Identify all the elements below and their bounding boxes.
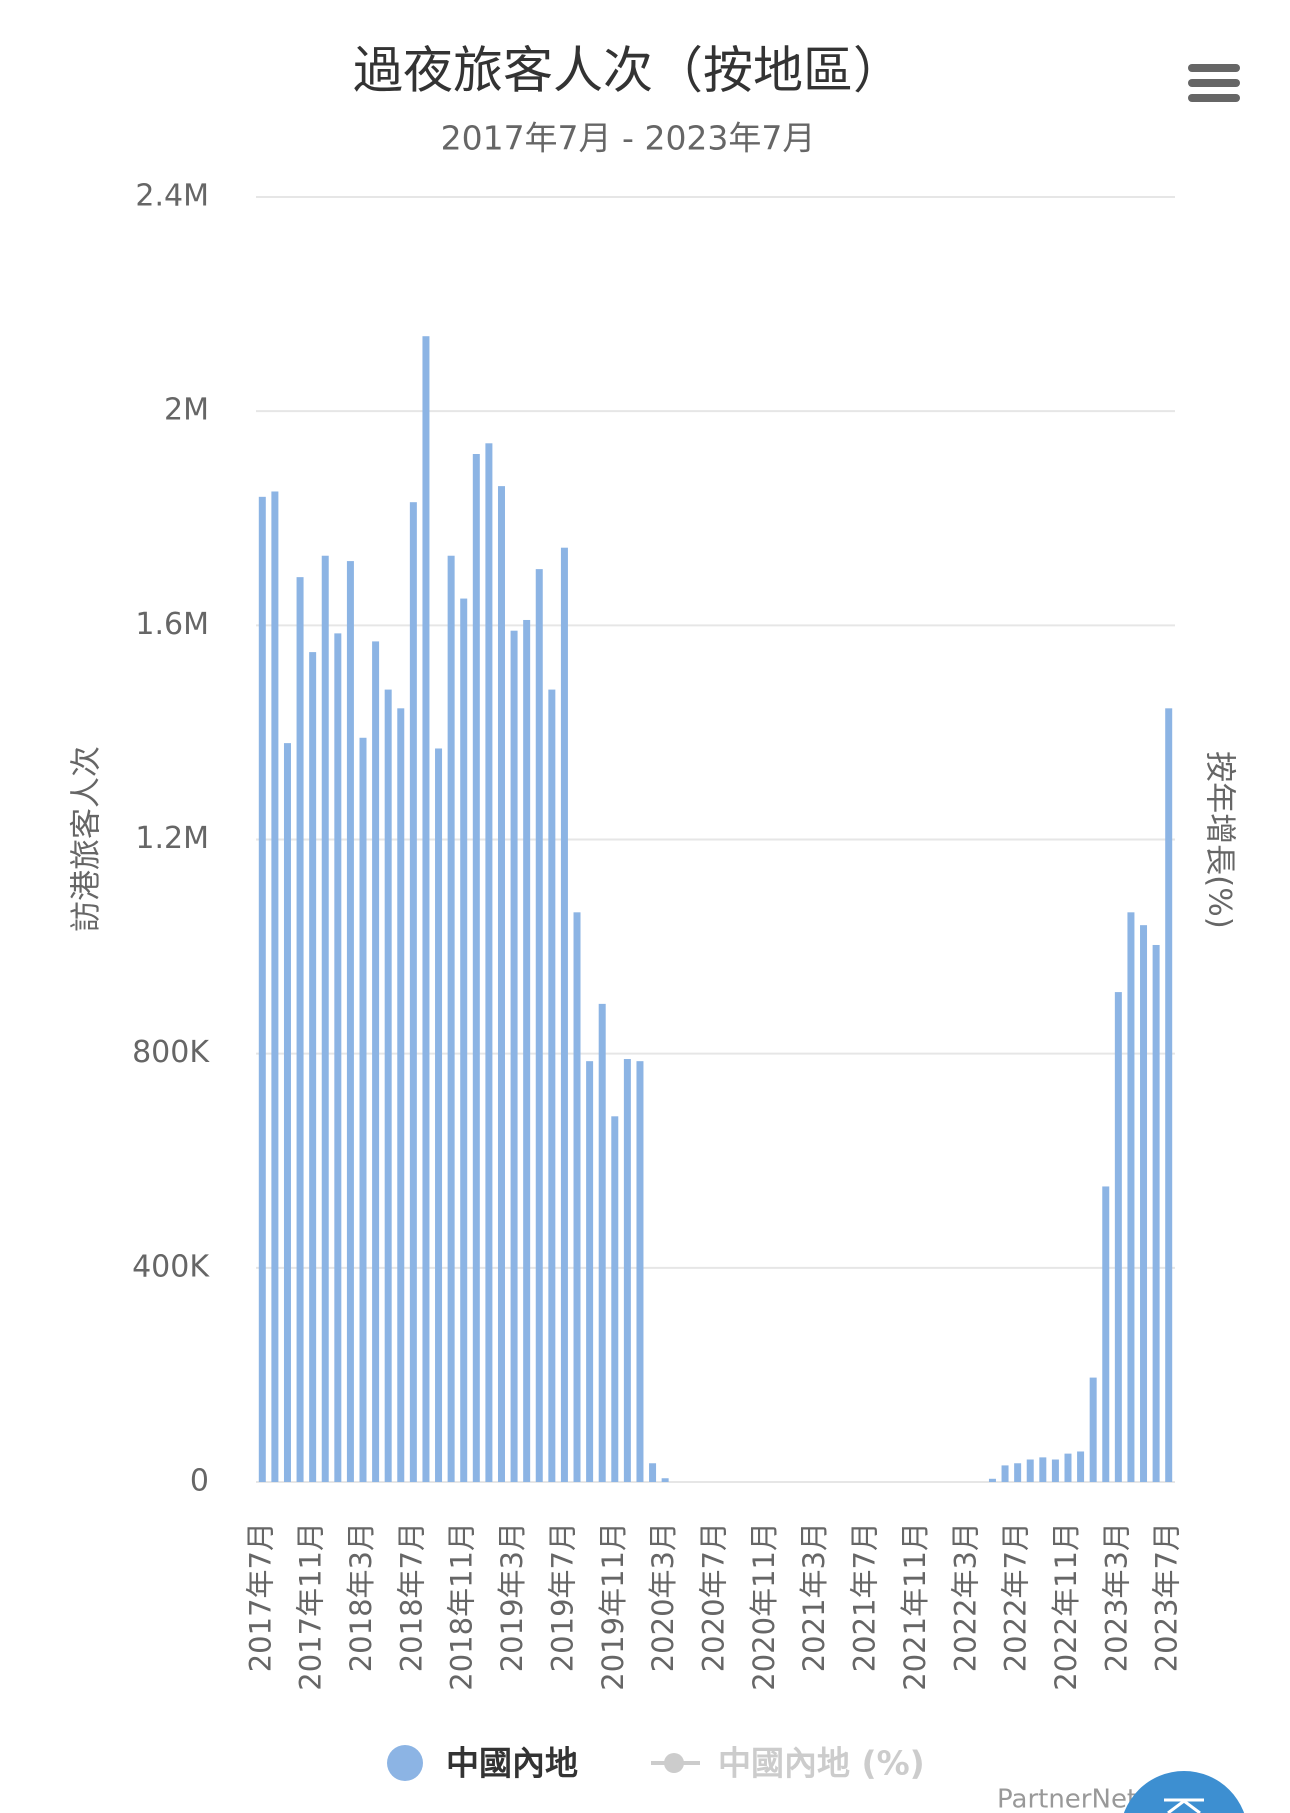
bar (397, 708, 405, 1482)
bar (560, 547, 568, 1482)
bar (346, 561, 354, 1482)
x-tick-label: 2021年11月 (898, 1522, 932, 1691)
x-tick-label: 2022年3月 (948, 1522, 982, 1672)
legend-marker (387, 1745, 423, 1781)
bar (649, 1463, 657, 1482)
bar (1127, 912, 1135, 1482)
bar (372, 641, 380, 1482)
scroll-top-button[interactable] (1120, 1771, 1248, 1813)
bar (1039, 1457, 1047, 1482)
x-tick-label: 2023年7月 (1150, 1522, 1184, 1672)
x-tick-label: 2021年7月 (848, 1522, 882, 1672)
button-circle (1123, 1771, 1245, 1813)
x-tick-label: 2022年11月 (1049, 1522, 1083, 1691)
x-tick-label: 2019年7月 (545, 1522, 579, 1672)
bar (1165, 708, 1173, 1482)
bar (309, 652, 317, 1482)
bar (447, 555, 455, 1482)
x-tick-label: 2020年7月 (697, 1522, 731, 1672)
bar (409, 502, 417, 1482)
bar (334, 633, 342, 1482)
bar (661, 1478, 669, 1482)
bar (1051, 1459, 1059, 1482)
bar (321, 555, 329, 1482)
legend-label[interactable]: 中國內地 (446, 1744, 578, 1783)
bar (497, 486, 505, 1482)
y2-axis-title: 按年增長(%) (1202, 751, 1238, 929)
bar (271, 491, 279, 1483)
bar (611, 1116, 619, 1482)
x-tick-label: 2018年11月 (445, 1522, 479, 1691)
x-tick-label: 2017年7月 (243, 1522, 277, 1672)
x-tick-label: 2020年3月 (646, 1522, 680, 1672)
x-tick-label: 2022年7月 (999, 1522, 1033, 1672)
x-tick-label: 2023年3月 (1099, 1522, 1133, 1672)
bar (422, 336, 430, 1482)
bar (485, 443, 493, 1483)
bar (1026, 1459, 1034, 1482)
x-tick-label: 2020年11月 (747, 1522, 781, 1691)
y-tick-label: 0 (190, 1464, 209, 1499)
bar (1064, 1453, 1072, 1482)
chart-subtitle: 2017年7月 - 2023年7月 (441, 119, 816, 158)
y-tick-label: 400K (132, 1249, 210, 1284)
menu-button[interactable] (1188, 64, 1240, 102)
bar (548, 689, 556, 1482)
bar (636, 1061, 644, 1482)
y-axis-title: 訪港旅客人次 (69, 746, 105, 932)
legend: 中國內地 中國內地 (%) (387, 1744, 925, 1783)
bar (1077, 1451, 1085, 1482)
menu-bar (1188, 94, 1240, 102)
y-tick-label: 2M (164, 393, 209, 428)
x-tick-label: 2017年11月 (294, 1522, 328, 1691)
bar (1114, 992, 1122, 1482)
plot-area: 0 400K 800K 1.2M 1.6M 2M 2.4M 2017年7月 2017年11月 20… (132, 179, 1184, 1691)
bar (535, 569, 543, 1482)
bar (384, 689, 392, 1482)
bar (988, 1478, 996, 1482)
x-tick-label: 2018年7月 (394, 1522, 428, 1672)
y-tick-label: 800K (132, 1035, 210, 1070)
bar (1001, 1465, 1009, 1482)
x-tick-label: 2018年3月 (344, 1522, 378, 1672)
bar (460, 598, 468, 1482)
bar (523, 619, 531, 1482)
chart-title: 過夜旅客人次（按地區） (353, 42, 903, 100)
x-tick-label: 2019年11月 (596, 1522, 630, 1691)
legend-label[interactable]: 中國內地 (%) (718, 1744, 925, 1783)
bar (1140, 925, 1148, 1482)
x-tick-label: 2021年3月 (797, 1522, 831, 1672)
bar (359, 737, 367, 1482)
bar (435, 748, 443, 1482)
credits[interactable]: PartnerNet (997, 1785, 1137, 1813)
menu-bar (1188, 79, 1240, 87)
y-tick-label: 1.6M (135, 607, 209, 642)
button-icon (1164, 1798, 1204, 1813)
y-tick-label: 2.4M (135, 179, 209, 214)
bar (1102, 1186, 1110, 1482)
y-tick-label: 1.2M (135, 821, 209, 856)
bar (283, 743, 291, 1482)
bar (1014, 1463, 1022, 1482)
x-tick-label: 2019年3月 (495, 1522, 529, 1672)
bar (472, 454, 480, 1482)
bar (510, 630, 518, 1482)
bar (598, 1003, 606, 1482)
bar (623, 1059, 631, 1482)
bar (296, 577, 304, 1482)
menu-bar (1188, 64, 1240, 72)
bar (573, 912, 581, 1482)
bar (1152, 944, 1160, 1482)
bar (586, 1061, 594, 1482)
bar (1089, 1377, 1097, 1482)
bar (258, 496, 266, 1482)
legend-marker (664, 1753, 684, 1773)
